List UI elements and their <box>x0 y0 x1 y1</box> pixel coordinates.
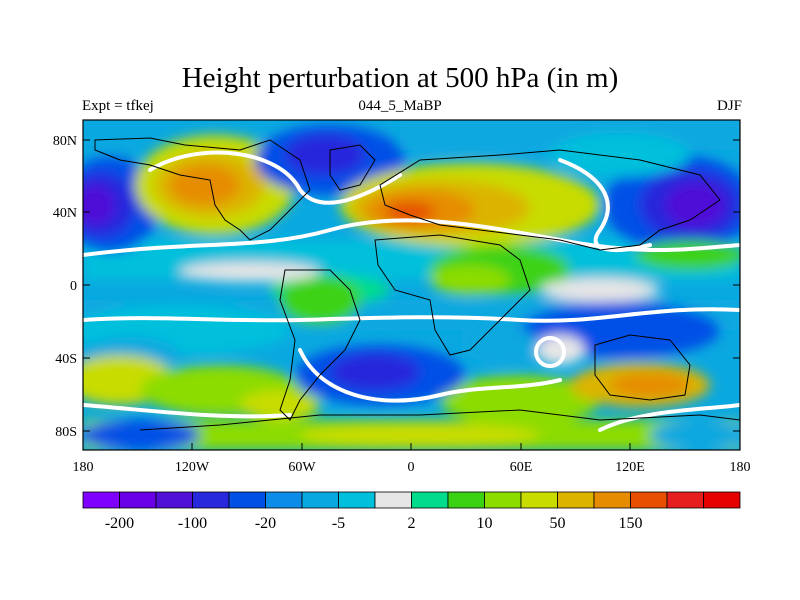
greenland-outline <box>329 144 376 191</box>
lon-label-180e: 180 <box>730 460 751 475</box>
colorbar-box <box>192 491 230 509</box>
zero-contours <box>83 150 740 432</box>
colorbar-label: 2 <box>408 515 416 532</box>
africa-outline <box>374 234 531 356</box>
lat-label-0: 0 <box>70 279 77 294</box>
lon-label-60e: 60E <box>510 460 533 475</box>
colorbar-box <box>520 491 558 509</box>
colorbar-box <box>557 491 595 509</box>
lat-label-40n: 40N <box>53 206 77 221</box>
colorbar-box <box>374 491 412 509</box>
north-america-outline <box>94 137 311 241</box>
colorbar-label: 10 <box>477 515 493 532</box>
colorbar-box <box>119 491 157 509</box>
colorbar-label: 150 <box>619 515 643 532</box>
colorbar-box <box>630 491 668 509</box>
colorbar-label: 50 <box>550 515 566 532</box>
height-field <box>83 120 740 450</box>
colorbar-label: -100 <box>178 515 207 532</box>
period-label: 044_5_MaBP <box>358 98 442 114</box>
lon-label-0: 0 <box>408 460 415 475</box>
lon-label-120e: 120E <box>615 460 645 475</box>
lat-label-80s: 80S <box>55 425 77 440</box>
land-outlines <box>94 137 740 431</box>
colorbar-box <box>265 491 303 509</box>
lon-labels: 180 120W 60W 0 60E 120E 180 <box>73 460 751 475</box>
south-america-outline <box>279 269 361 421</box>
lon-label-120w: 120W <box>175 460 210 475</box>
eurasia-outline <box>379 149 721 251</box>
lon-label-180w: 180 <box>73 460 94 475</box>
lat-labels: 80N 40N 0 40S 80S <box>53 134 77 440</box>
colorbar-box <box>338 491 376 509</box>
antarctica-outline <box>139 409 740 431</box>
colorbar-label: -5 <box>332 515 345 532</box>
colorbar-box <box>155 491 193 509</box>
colorbar-box <box>447 491 485 509</box>
colorbar-label: -200 <box>105 515 134 532</box>
lat-label-80n: 80N <box>53 134 77 149</box>
season-label: DJF <box>716 98 742 114</box>
axis-ticks <box>82 139 741 450</box>
colorbar-box <box>703 491 741 509</box>
colorbar-box <box>228 491 266 509</box>
colorbar-label: -20 <box>255 515 276 532</box>
colorbar-box <box>82 491 120 509</box>
lon-label-60w: 60W <box>288 460 316 475</box>
colorbar-box <box>484 491 522 509</box>
australia-outline <box>594 334 691 401</box>
lat-label-40s: 40S <box>55 352 77 367</box>
colorbar-box <box>301 491 339 509</box>
colorbar-labels: -200 -100 -20 -5 2 10 50 150 <box>105 515 643 532</box>
colorbar-box <box>666 491 704 509</box>
plot-title: Height perturbation at 500 hPa (in m) <box>181 62 619 94</box>
colorbar-box <box>593 491 631 509</box>
experiment-label: Expt = tfkej <box>82 98 154 114</box>
colorbar-box <box>411 491 449 509</box>
colorbar <box>82 491 741 509</box>
